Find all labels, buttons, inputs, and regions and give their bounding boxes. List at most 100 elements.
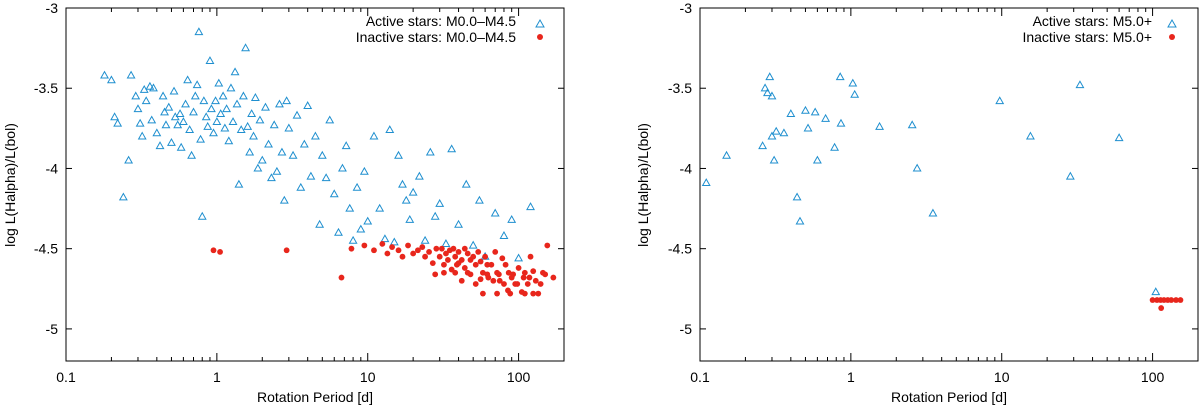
active-star-point bbox=[257, 155, 267, 164]
active-star-point bbox=[181, 99, 190, 108]
inactive-star-point bbox=[495, 271, 502, 278]
inactive-star-point bbox=[530, 290, 537, 297]
active-star-point bbox=[405, 214, 415, 223]
active-star-point bbox=[912, 163, 922, 172]
active-star-point bbox=[317, 150, 327, 159]
active-star-point bbox=[124, 155, 134, 164]
active-star-point bbox=[205, 56, 215, 65]
active-star-point bbox=[1025, 131, 1035, 140]
active-star-point bbox=[338, 163, 347, 172]
active-star-point bbox=[226, 83, 236, 92]
x-tick-label: 0.1 bbox=[690, 369, 710, 385]
active-star-point bbox=[131, 91, 141, 100]
active-star-point bbox=[228, 117, 238, 126]
inactive-star-point bbox=[433, 245, 440, 252]
active-star-point bbox=[178, 117, 188, 126]
active-star-point bbox=[767, 131, 777, 140]
y-tick-label: -4.5 bbox=[668, 241, 692, 257]
y-tick-label: -3 bbox=[46, 0, 59, 16]
active-star-point bbox=[196, 134, 206, 143]
active-star-point bbox=[408, 187, 418, 196]
active-star-point bbox=[118, 192, 128, 201]
ticks-group: -3 -3.5 -4 -4.5 -5 0.1 1 10 100 bbox=[668, 0, 1198, 385]
legend: Active stars: M0.0–M4.5 Inactive stars: … bbox=[356, 13, 545, 45]
active-star-point bbox=[175, 109, 185, 117]
active-star-point bbox=[249, 131, 258, 140]
inactive-star-point bbox=[514, 281, 521, 287]
inactive-star-point bbox=[410, 250, 417, 257]
x-axis-title: Rotation Period [d] bbox=[891, 389, 1007, 405]
inactive-star-point bbox=[399, 253, 406, 260]
active-star-point bbox=[169, 86, 179, 95]
active-star-point bbox=[243, 121, 253, 130]
active-star-point bbox=[266, 173, 276, 182]
active-star-point bbox=[786, 109, 796, 117]
active-star-point bbox=[389, 237, 399, 246]
left-panel: Rotation Period [d] log L(Halpha)/L(bol)… bbox=[2, 0, 565, 405]
inactive-star-point bbox=[544, 242, 551, 249]
active-star-point bbox=[760, 83, 770, 92]
inactive-star-point bbox=[436, 253, 443, 260]
active-star-point bbox=[288, 150, 298, 159]
inactive-star-point bbox=[371, 247, 377, 254]
active-star-point bbox=[526, 202, 535, 211]
inactive-star-point bbox=[488, 261, 495, 268]
active-star-point bbox=[1114, 133, 1124, 142]
active-star-point bbox=[189, 107, 198, 116]
active-star-point bbox=[145, 81, 155, 90]
inactive-star-point bbox=[464, 250, 471, 257]
active-star-point bbox=[507, 214, 517, 223]
inactive-star-point bbox=[520, 274, 527, 281]
active-star-point bbox=[306, 171, 316, 180]
active-star-point bbox=[763, 88, 772, 97]
inactive-star-point bbox=[441, 269, 447, 276]
active-star-point bbox=[232, 99, 242, 108]
plot-frame bbox=[65, 7, 565, 362]
active-star-point bbox=[279, 195, 289, 204]
active-star-point bbox=[401, 195, 411, 204]
active-star-point bbox=[795, 216, 805, 225]
inactive-star-point bbox=[452, 269, 459, 276]
inactive-star-point bbox=[499, 255, 506, 262]
active-star-point bbox=[499, 231, 509, 239]
inactive-star-point bbox=[527, 253, 534, 260]
inactive-star-point bbox=[422, 253, 428, 260]
active-star-point bbox=[356, 224, 366, 233]
plot-frame bbox=[699, 7, 1199, 362]
inactive-star-point bbox=[1149, 297, 1156, 303]
inactive-star-point bbox=[515, 265, 522, 271]
active-star-point bbox=[284, 123, 294, 132]
active-star-point bbox=[160, 107, 169, 116]
inactive-star-point bbox=[458, 277, 465, 284]
active-star-point bbox=[321, 173, 331, 182]
inactive-star-point bbox=[484, 271, 491, 278]
inactive-star-point bbox=[482, 253, 489, 260]
inactive-star-point bbox=[477, 276, 484, 283]
active-star-point bbox=[821, 113, 831, 122]
inactive-star-point bbox=[1158, 305, 1165, 311]
active-star-point bbox=[126, 70, 136, 79]
active-star-point bbox=[875, 121, 885, 130]
active-star-point bbox=[197, 211, 207, 220]
active-star-point bbox=[352, 182, 362, 191]
legend-marker-active bbox=[1167, 18, 1177, 28]
active-star-point bbox=[241, 43, 251, 52]
active-star-point bbox=[147, 115, 157, 124]
legend-label-active: Active stars: M5.0+ bbox=[1033, 13, 1152, 29]
inactive-star-point bbox=[477, 258, 484, 265]
active-star-point bbox=[282, 96, 292, 105]
inactive-star-point bbox=[472, 261, 479, 268]
active-star-point bbox=[812, 155, 822, 164]
active-star-point bbox=[158, 91, 168, 100]
x-tick-label: 100 bbox=[507, 369, 531, 385]
active-star-point bbox=[135, 118, 145, 127]
inactive-star-point bbox=[426, 248, 432, 255]
inactive-star-point bbox=[475, 248, 482, 255]
active-star-point bbox=[995, 96, 1005, 105]
x-tick-label: 10 bbox=[994, 369, 1010, 385]
inactive-star-point bbox=[217, 248, 223, 255]
active-star-point bbox=[928, 208, 938, 217]
active-star-point bbox=[166, 137, 176, 146]
active-star-point bbox=[810, 107, 820, 116]
active-star-point bbox=[100, 70, 109, 79]
